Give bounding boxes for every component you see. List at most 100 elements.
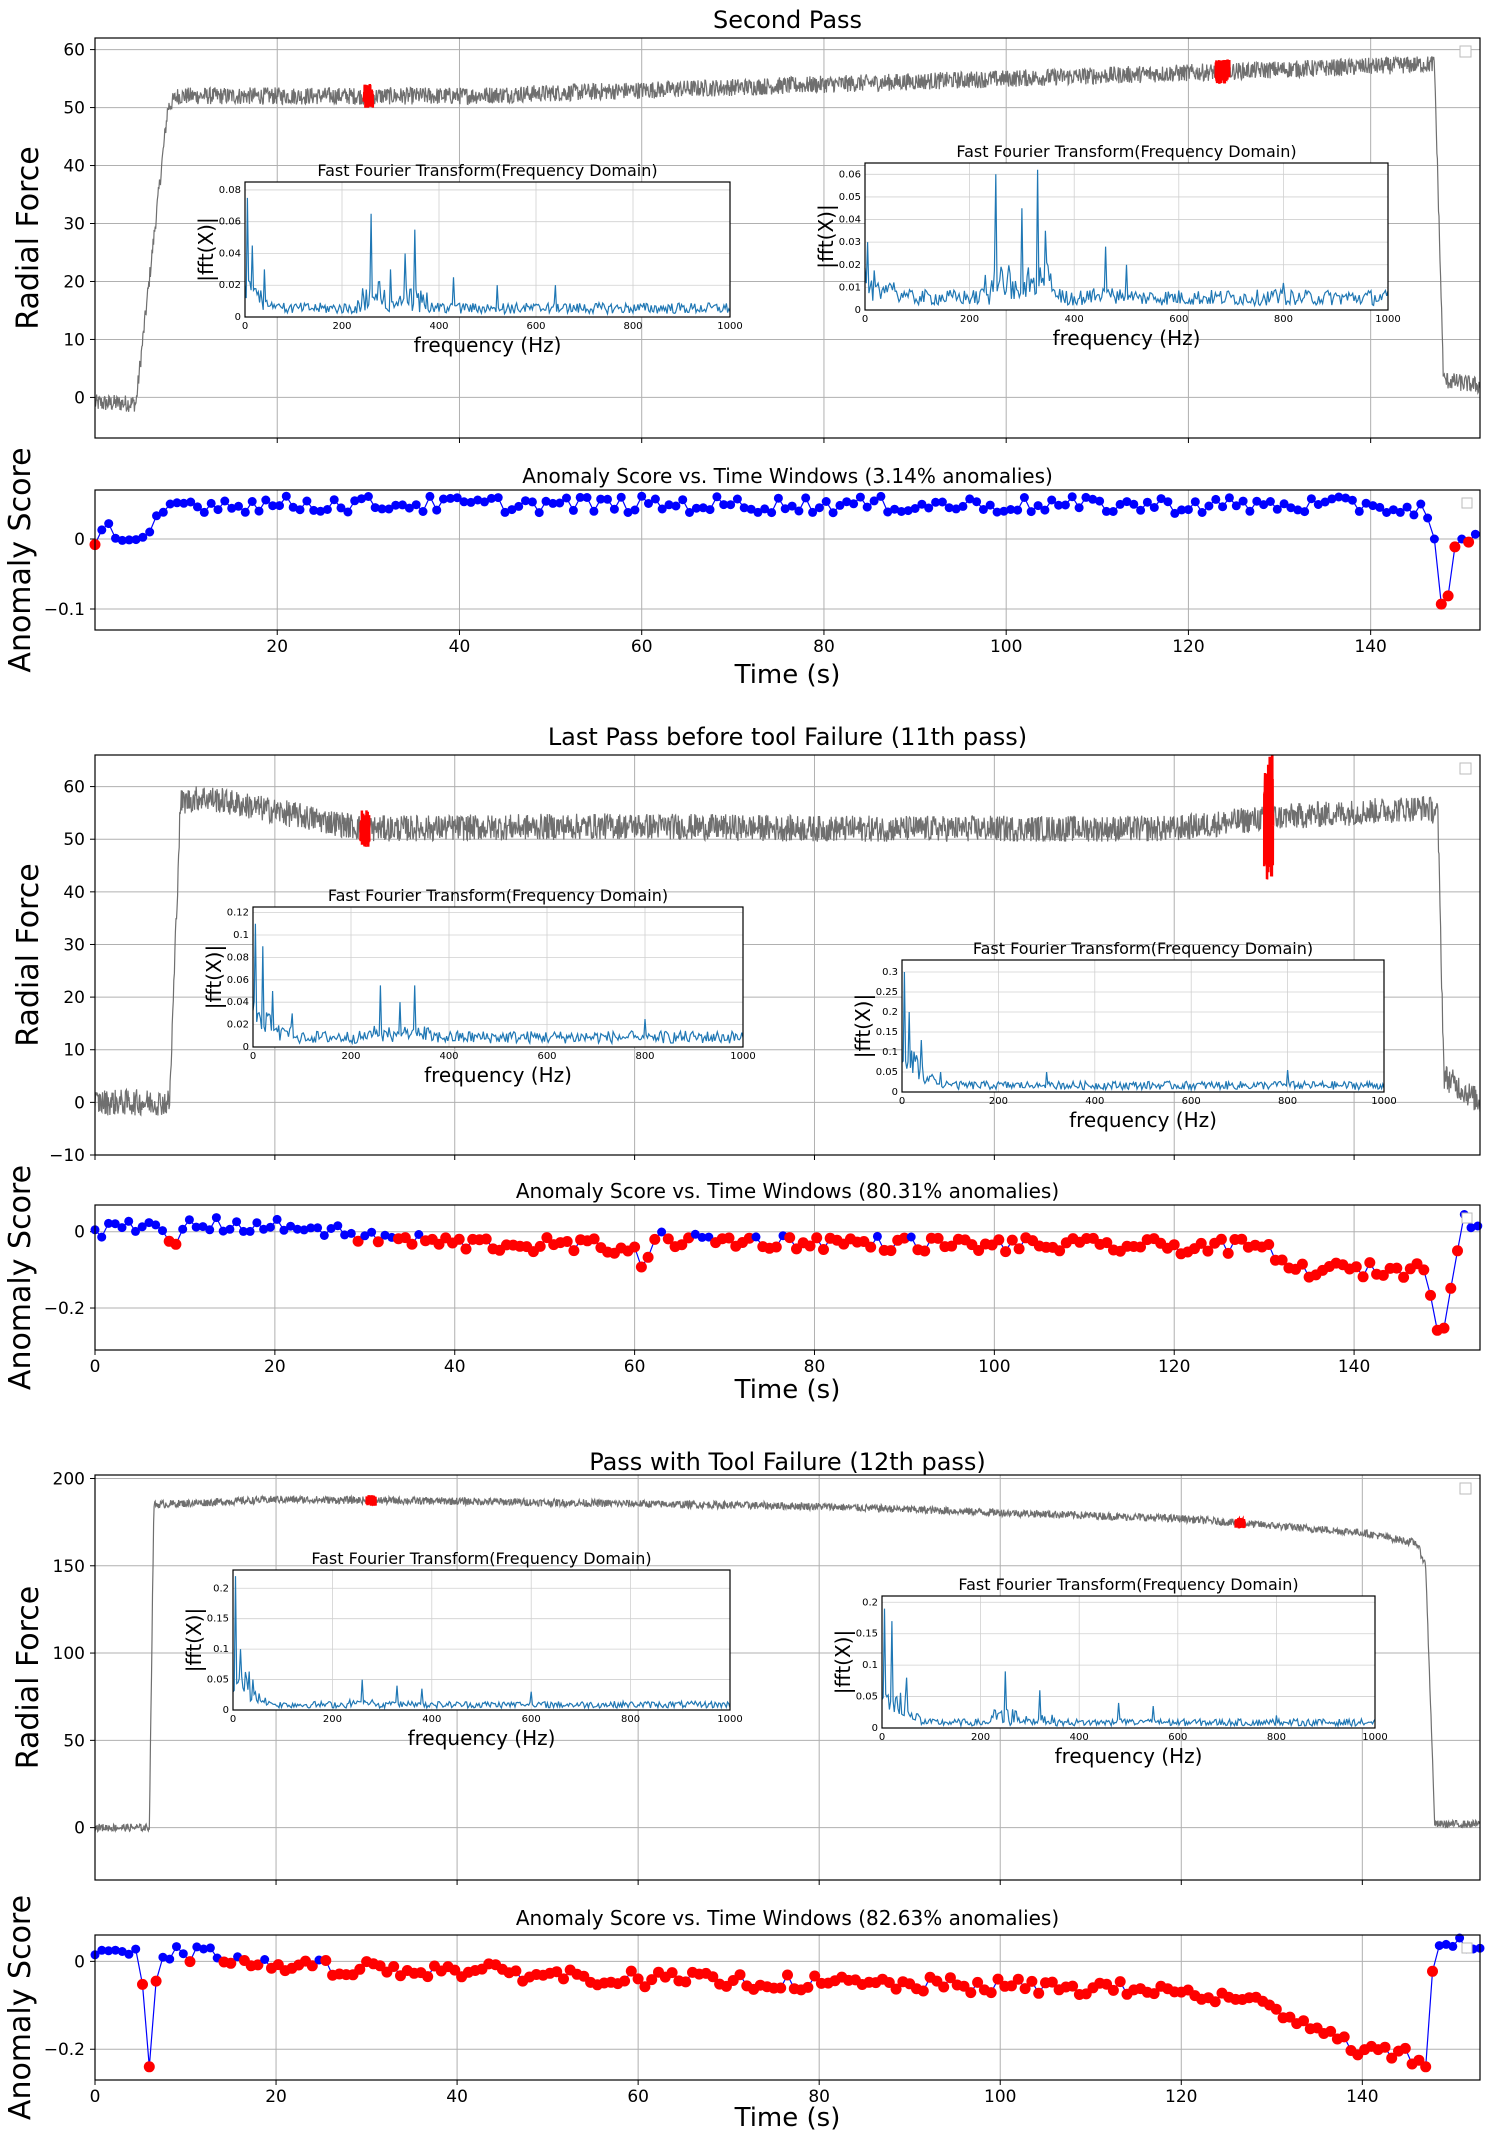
chart-title: Last Pass before tool Failure (11th pass… [548,723,1027,751]
force-panel-0: Second Pass 0 10 20 30 40 50 60 Radial Force 0 0.0… [11,6,1481,443]
fft-spectrum-line [252,923,744,1046]
inset-y-tick: 0.05 [207,1675,229,1686]
inset-x-tick: 1000 [717,1714,742,1725]
normal-point [268,501,278,511]
normal-point [690,1229,700,1239]
anomaly-segment [365,1495,377,1507]
normal-point [767,508,777,518]
anomaly-point [1418,1264,1430,1276]
normal-point [1455,1933,1465,1943]
anomaly-point [734,1969,746,1981]
inset-x-tick: 200 [332,321,351,332]
normal-point [698,503,708,513]
normal-point [1026,507,1036,517]
inset-x-tick: 600 [526,321,545,332]
normal-point [562,493,571,503]
normal-point [760,504,770,514]
normal-point [493,493,503,503]
fft-inset: 0 0.05 0.1 0.15 0.2 0 200 400 600 800 1000 Fast Fou… [831,1575,1388,1768]
anomaly-point [1270,2003,1282,2015]
x-tick-label: 80 [808,2087,830,2107]
x-tick-label: 100 [978,1357,1010,1377]
normal-point [951,504,961,514]
anomaly-point [1026,1975,1038,1987]
normal-point [1095,496,1105,506]
normal-point [1320,497,1330,507]
anomaly-point [1135,1241,1146,1253]
normal-point [178,1949,188,1959]
inset-title: Fast Fourier Transform(Frequency Domain) [317,161,657,180]
y-axis-label: Anomaly Score [3,1895,38,2120]
normal-point [1129,499,1139,509]
normal-point [657,504,667,514]
inset-background [253,907,743,1047]
y-tick-label: 50 [63,830,85,850]
normal-point [211,1213,221,1223]
anomaly-point [1209,1996,1221,2008]
inset-y-tick: 0.2 [882,1007,898,1018]
normal-point [234,501,243,511]
anomaly-point [972,1976,984,1988]
normal-point [1286,503,1296,513]
normal-point [828,508,838,518]
normal-point [117,1223,127,1233]
inset-y-tick: 0.1 [882,1047,898,1058]
anomaly-point [1033,1987,1045,1999]
normal-point [340,1230,350,1240]
normal-point [131,1944,141,1954]
y-tick-label: 50 [63,99,85,119]
inset-x-tick: 0 [862,314,868,325]
inset-background [882,1596,1375,1728]
normal-point [671,501,681,511]
normal-point [261,495,271,505]
inset-y-tick: 0.2 [862,1597,878,1608]
normal-point [329,495,339,505]
anomaly-point [534,1240,546,1252]
anomaly-point [1377,1269,1389,1281]
inset-x-tick: 800 [623,321,642,332]
inset-y-tick: 0.02 [227,1020,249,1031]
inset-y-tick: 0 [223,1705,229,1716]
normal-point [1231,501,1241,511]
anomaly-point [1107,1984,1119,1996]
anomaly-point [1284,2011,1296,2023]
inset-x-tick: 600 [537,1051,556,1062]
force-signal-line [95,55,1480,412]
normal-point [1272,504,1282,514]
normal-point [357,494,366,504]
normal-point [1013,505,1023,515]
anomaly-point [1276,1254,1288,1266]
anomaly-point [1438,1322,1450,1334]
normal-point [452,493,462,503]
anomaly-point [150,1975,162,1987]
anomaly-point [225,1957,237,1969]
normal-point [1429,534,1439,544]
inset-frame [901,959,1385,1093]
anomaly-point [1338,2031,1350,2043]
inset-y-tick: 0 [235,312,241,323]
normal-point [152,511,161,521]
inset-x-label: frequency (Hz) [414,333,562,357]
anomaly-point [1263,1239,1275,1250]
normal-point [363,492,373,501]
anomaly-point [723,1232,735,1244]
anomaly-point [818,1244,829,1255]
normal-point [1238,496,1248,506]
anomaly-point [646,1974,658,1986]
x-tick-label: 120 [1158,1357,1190,1377]
normal-point [1177,505,1187,515]
normal-point [213,505,223,515]
inset-y-tick: 0.02 [219,280,241,291]
normal-point [259,1224,269,1234]
normal-point [111,533,120,543]
normal-point [172,498,182,508]
y-tick-label: 10 [63,1041,85,1061]
anomaly-point [252,1959,264,1971]
inset-x-tick: 200 [341,1051,360,1062]
y-tick-label: 60 [63,778,85,798]
y-tick-label: 0 [74,1819,85,1839]
inset-frame [881,1595,1376,1729]
anomaly-point [306,1960,318,1972]
normal-point [1074,503,1084,513]
anomaly-point [143,2061,155,2073]
